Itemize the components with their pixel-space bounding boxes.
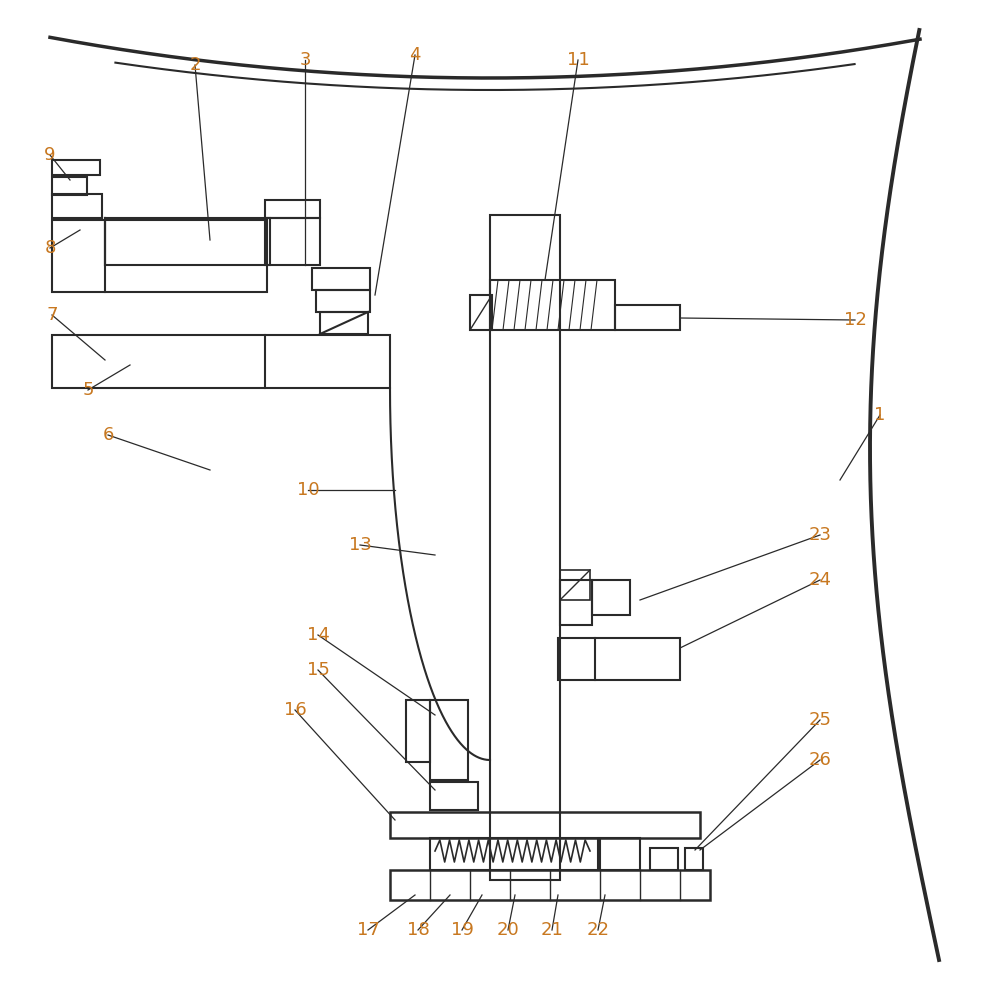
Bar [52, 335, 390, 388]
Text: 4: 4 [409, 46, 421, 64]
Text: 16: 16 [283, 701, 306, 719]
Bar [615, 305, 680, 330]
Bar [470, 295, 492, 330]
Bar [52, 220, 267, 292]
Bar [52, 177, 87, 195]
Bar [600, 838, 640, 870]
Bar [430, 782, 478, 810]
Bar [390, 812, 700, 838]
Bar [52, 194, 102, 218]
Text: 14: 14 [306, 626, 329, 644]
Bar [320, 312, 368, 334]
Text: 5: 5 [82, 381, 94, 399]
Bar [105, 218, 270, 265]
Bar [312, 268, 370, 290]
Bar [592, 580, 630, 615]
Text: 7: 7 [46, 306, 58, 324]
Bar [685, 848, 703, 870]
Bar [406, 700, 430, 762]
Bar [560, 580, 592, 625]
Text: 8: 8 [44, 239, 56, 257]
Bar [265, 218, 320, 265]
Bar [390, 870, 710, 900]
Bar [430, 838, 598, 870]
Text: 12: 12 [843, 311, 866, 329]
Text: 23: 23 [808, 526, 831, 544]
Bar [558, 638, 680, 680]
Bar [490, 215, 560, 880]
Text: 19: 19 [450, 921, 473, 939]
Text: 26: 26 [808, 751, 831, 769]
Text: 21: 21 [541, 921, 564, 939]
Text: 24: 24 [808, 571, 831, 589]
Text: 18: 18 [406, 921, 429, 939]
Text: 20: 20 [497, 921, 519, 939]
Text: 3: 3 [299, 51, 310, 69]
Text: 13: 13 [348, 536, 371, 554]
Text: 11: 11 [567, 51, 590, 69]
Text: 2: 2 [190, 56, 201, 74]
Bar [316, 290, 370, 312]
Bar [265, 200, 320, 218]
Bar [650, 848, 678, 870]
Text: 9: 9 [44, 146, 56, 164]
Text: 6: 6 [103, 426, 114, 444]
Bar [430, 700, 468, 780]
Text: 17: 17 [356, 921, 379, 939]
Bar [490, 280, 615, 330]
Bar [52, 160, 100, 175]
Text: 22: 22 [587, 921, 610, 939]
Text: 15: 15 [306, 661, 329, 679]
Text: 1: 1 [874, 406, 885, 424]
Bar [560, 570, 590, 600]
Text: 10: 10 [296, 481, 319, 499]
Text: 25: 25 [808, 711, 831, 729]
